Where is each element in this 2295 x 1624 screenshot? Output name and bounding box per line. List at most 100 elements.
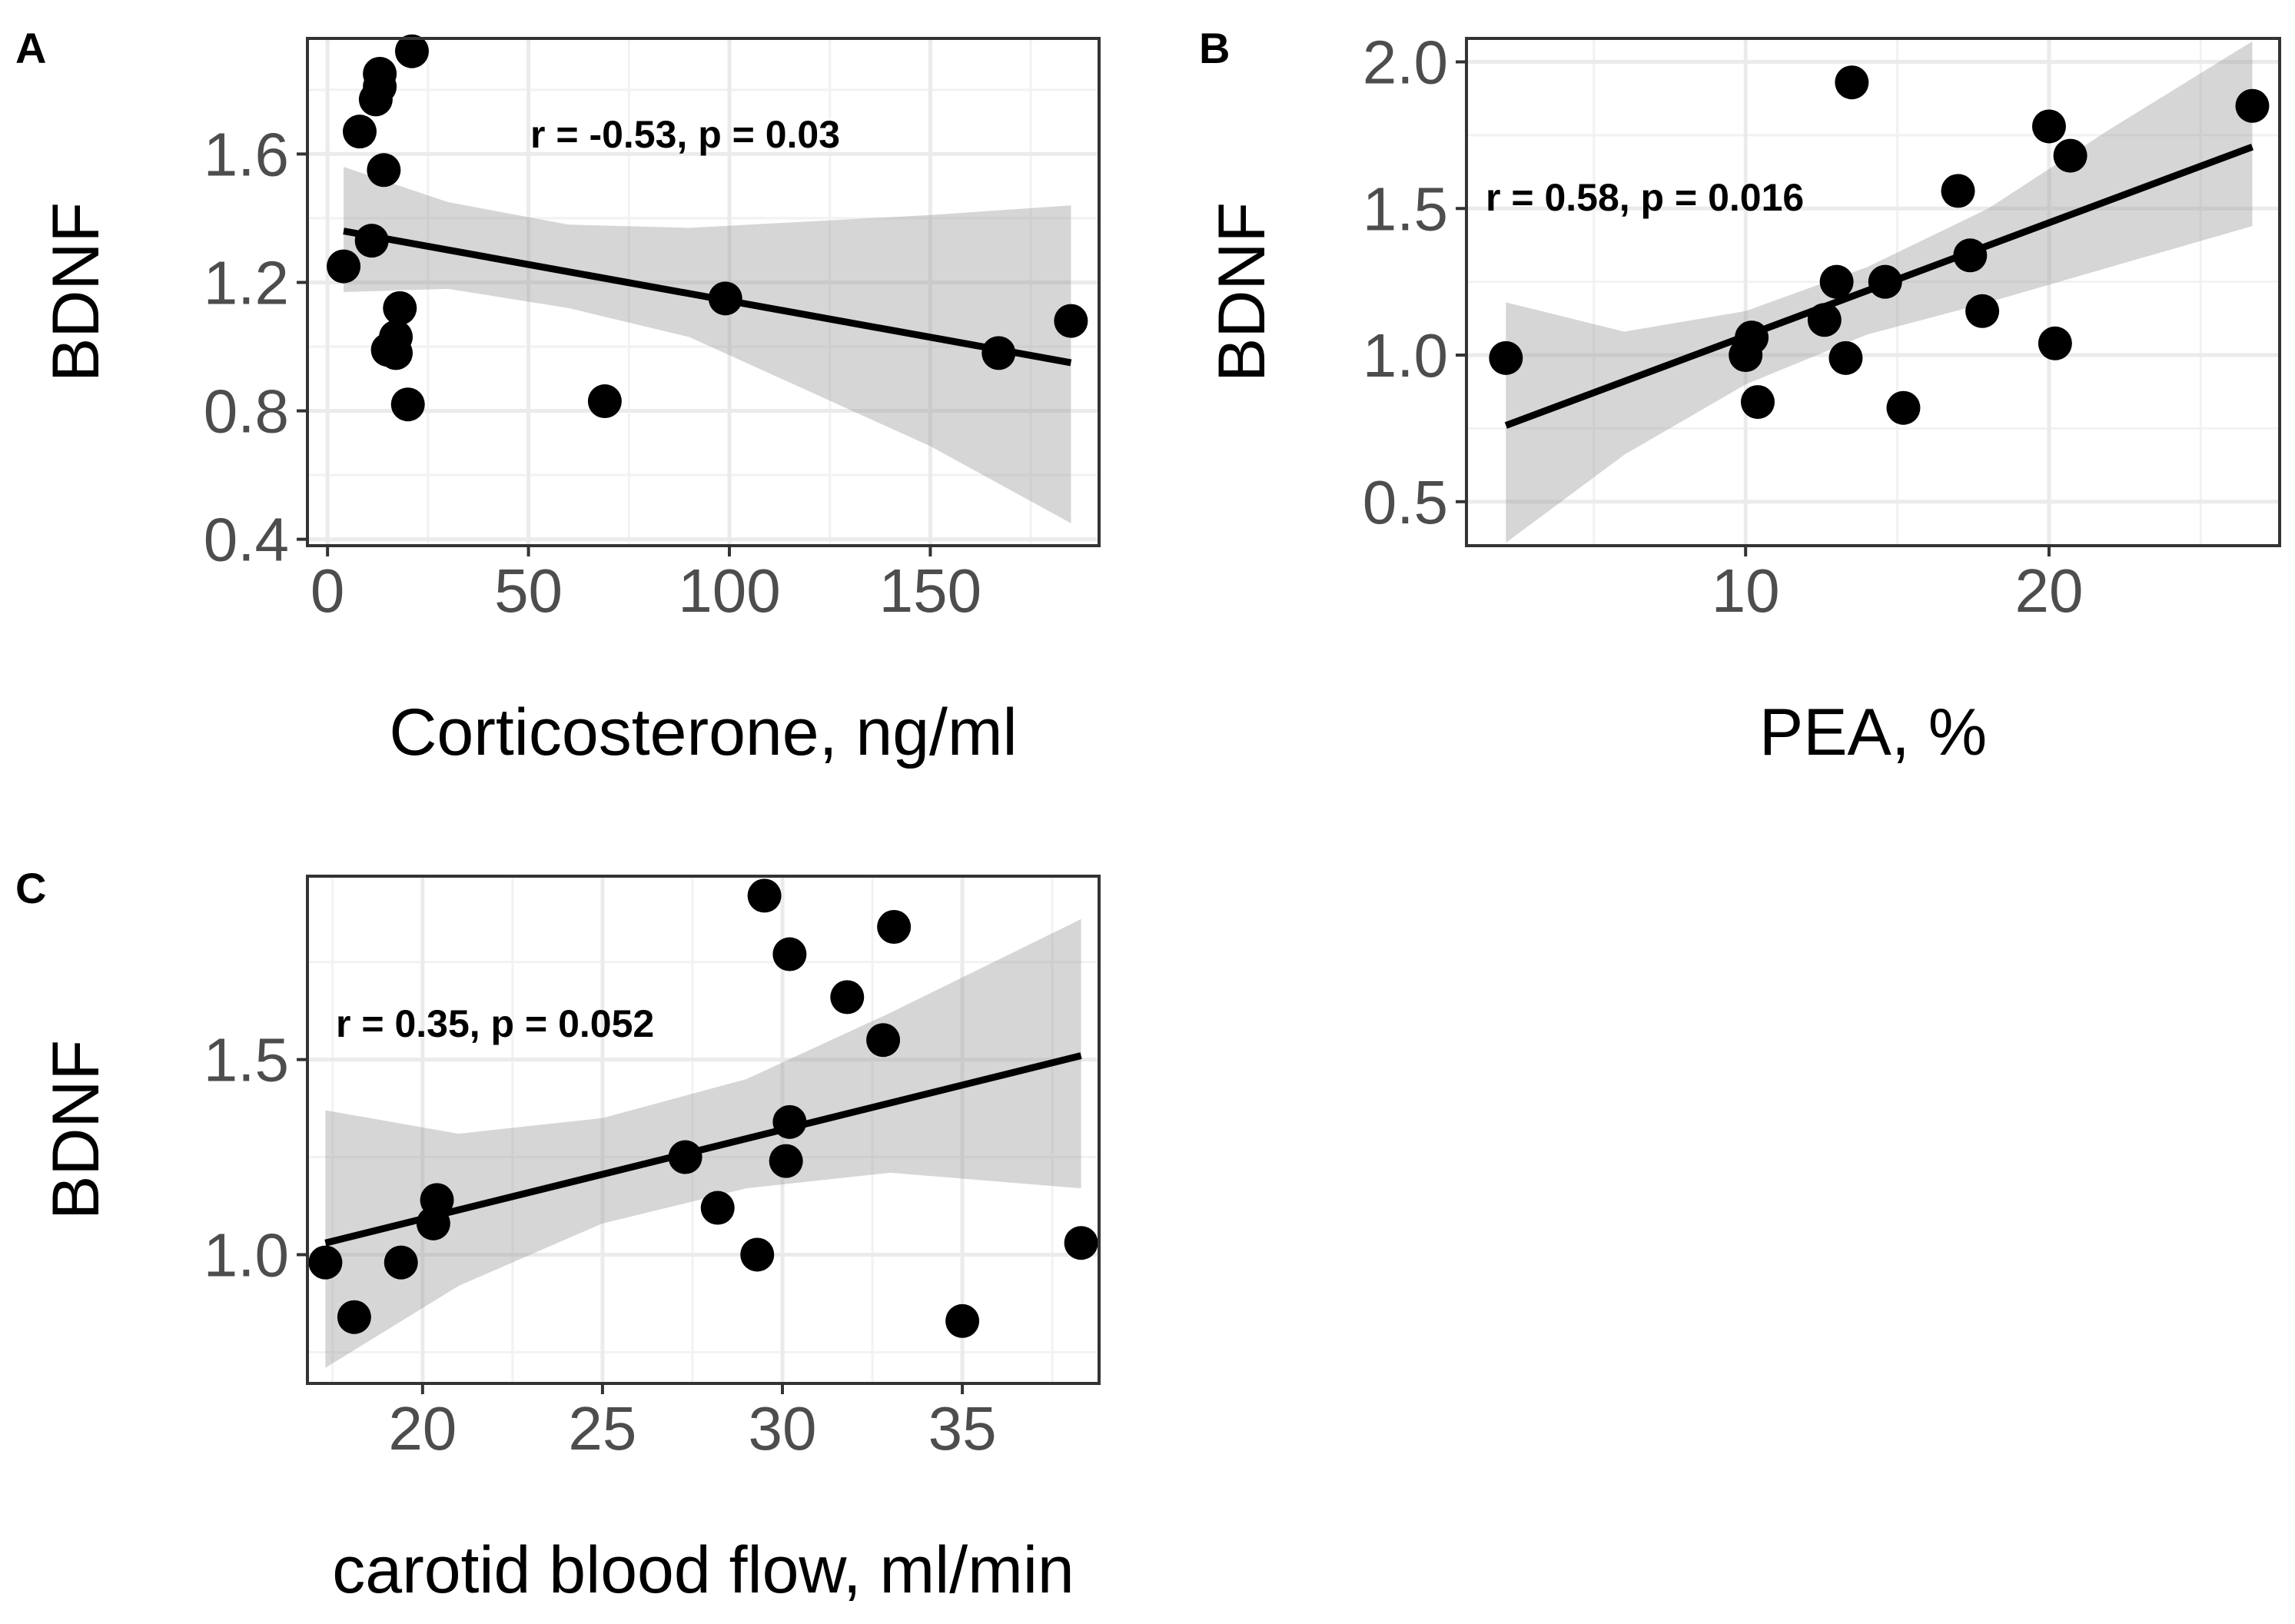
y-axis-title: BDNF: [39, 1040, 113, 1220]
regression-line: [324, 1052, 1082, 1247]
data-point: [945, 1304, 980, 1338]
y-tick-label: 1.6: [204, 120, 289, 188]
data-point: [1740, 385, 1775, 420]
correlation-annotation: r = -0.53, p = 0.03: [530, 113, 840, 156]
x-axis-title: PEA, %: [1759, 696, 1987, 769]
data-point: [363, 56, 397, 91]
data-points: [327, 34, 1088, 422]
panel-b: B 10 20 0.5 1.0 1.5 2.0 r = 0.58, p = 0.016 B…: [1199, 24, 2281, 769]
y-tick-label: 1.5: [204, 1026, 289, 1094]
correlation-annotation: r = 0.35, p = 0.052: [336, 1002, 654, 1045]
x-tick-label: 35: [928, 1394, 997, 1463]
x-axis-title: carotid blood flow, ml/min: [332, 1533, 1074, 1607]
data-points: [308, 878, 1098, 1338]
regression-line: [343, 227, 1072, 367]
y-tick-label: 1.0: [204, 1220, 289, 1289]
gridlines: [1466, 38, 2280, 546]
data-point: [1819, 264, 1854, 299]
data-point: [981, 336, 1016, 370]
y-tick-label: 2.0: [1363, 28, 1448, 97]
y-tick-label: 1.5: [1363, 174, 1448, 243]
data-point: [2031, 109, 2066, 144]
plot-border: [306, 37, 1101, 547]
data-point: [1941, 174, 1975, 208]
axis-ticks: 0 50 100 150 0.4 0.8 1.2 1.6: [204, 120, 981, 625]
y-tick-label: 1.2: [204, 248, 289, 317]
data-point: [2038, 326, 2072, 360]
data-point: [769, 1144, 803, 1178]
plot-border: [1465, 37, 2281, 547]
data-point: [1835, 65, 1869, 100]
y-tick-label: 0.4: [204, 506, 289, 574]
data-point: [390, 387, 425, 422]
x-tick-label: 50: [494, 556, 563, 625]
data-point: [420, 1183, 454, 1217]
axis-ticks: 10 20 0.5 1.0 1.5 2.0: [1363, 28, 2084, 625]
y-tick-label: 0.8: [204, 377, 289, 446]
x-tick-label: 30: [749, 1394, 817, 1463]
data-point: [367, 153, 401, 188]
data-point: [1965, 294, 2000, 328]
data-point: [1886, 390, 1921, 425]
data-point: [384, 1245, 418, 1280]
data-point: [830, 980, 865, 1015]
data-point: [1828, 340, 1863, 375]
data-point: [1953, 238, 1988, 273]
panel-letter: C: [15, 864, 46, 912]
panel-a: A 0 50 100 150 0.4 0.8 1.2 1.6 r = -0.53, p = 0…: [15, 24, 1101, 769]
data-point: [342, 115, 377, 149]
data-point: [1807, 303, 1842, 337]
regression-line-layer: [324, 1052, 1082, 1247]
y-tick-label: 0.5: [1363, 468, 1448, 536]
data-point: [2235, 88, 2270, 123]
data-point: [866, 1023, 901, 1058]
confidence-band: [344, 167, 1071, 523]
data-point: [1868, 264, 1902, 299]
x-tick-label: 0: [311, 556, 345, 625]
data-point: [708, 281, 742, 316]
plot-background: [307, 876, 1099, 1383]
data-point: [383, 291, 417, 325]
x-tick-label: 150: [879, 556, 981, 625]
correlation-annotation: r = 0.58, p = 0.016: [1486, 176, 1804, 219]
panel-letter: B: [1199, 24, 1230, 72]
data-point: [700, 1191, 735, 1225]
panel-c: C 20 25 30 35 1.0 1.5 r = 0.35, p = 0.052 BDN…: [15, 864, 1101, 1607]
y-axis-title: BDNF: [1205, 202, 1279, 382]
confidence-band-layer: [344, 167, 1071, 523]
plot-border: [306, 875, 1101, 1385]
data-point: [2053, 138, 2087, 173]
gridlines: [307, 876, 1099, 1383]
data-point: [337, 1300, 371, 1334]
y-axis-title: BDNF: [39, 202, 113, 382]
x-tick-label: 25: [568, 1394, 636, 1463]
x-tick-label: 20: [388, 1394, 457, 1463]
x-tick-label: 100: [678, 556, 780, 625]
data-points: [1489, 65, 2270, 425]
data-point: [1064, 1226, 1098, 1260]
axis-ticks: 20 25 30 35 1.0 1.5: [204, 1026, 997, 1463]
data-point: [1735, 320, 1769, 355]
plot-background: [307, 38, 1099, 546]
data-point: [587, 384, 622, 419]
data-point: [308, 1245, 343, 1280]
x-tick-label: 20: [2014, 556, 2083, 625]
data-point: [394, 34, 429, 68]
data-point: [1054, 304, 1088, 338]
data-point: [772, 1104, 807, 1139]
data-point: [772, 937, 807, 971]
data-point: [740, 1237, 775, 1272]
data-point: [1489, 340, 1523, 375]
data-point: [354, 224, 389, 258]
x-axis-title: Corticosterone, ng/ml: [389, 696, 1017, 769]
data-point: [877, 910, 912, 944]
data-point: [747, 878, 782, 913]
data-point: [327, 249, 361, 284]
data-point: [379, 336, 413, 370]
x-tick-label: 10: [1712, 556, 1780, 625]
regression-line-layer: [343, 227, 1072, 367]
y-tick-label: 1.0: [1363, 321, 1448, 390]
panel-letter: A: [15, 24, 46, 72]
data-point: [668, 1140, 702, 1174]
